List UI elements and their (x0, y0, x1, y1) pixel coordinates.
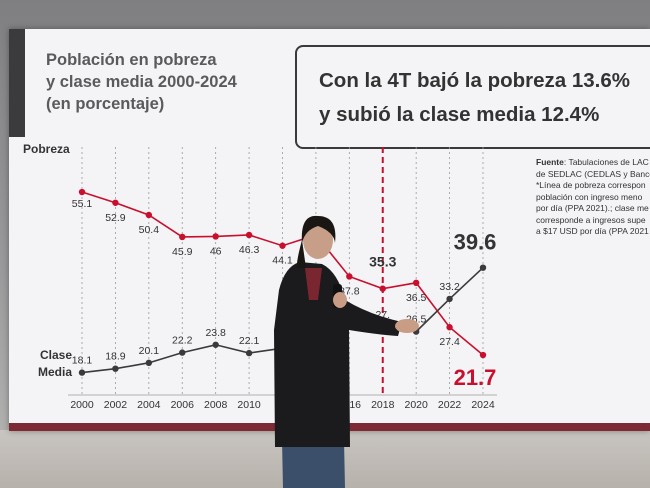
series-0-data-label-10: 36.5 (406, 292, 427, 304)
series-0-point-0 (78, 188, 86, 196)
series-0-point-12 (479, 351, 487, 359)
series-0-data-label-6: 44.1 (272, 255, 293, 267)
series-1-point-2 (145, 359, 153, 367)
x-tick-label-5: 2010 (237, 399, 261, 411)
source-line-3: *Línea de pobreza correspon (536, 180, 646, 190)
series-0-point-10 (412, 279, 420, 287)
source-line-4: población con ingreso meno (536, 191, 643, 202)
series-1-data-label-5: 22.1 (239, 335, 260, 347)
series-0-data-label-9: 35.3 (369, 254, 396, 270)
series-1-data-label-3: 22.2 (172, 335, 193, 347)
series-0-data-label-4: 46 (210, 245, 222, 257)
screen-bottom-bar (9, 423, 650, 431)
series-1-point-5 (245, 349, 253, 357)
series-0-data-label-12: 21.7 (454, 365, 497, 390)
series-1-point-4 (212, 341, 219, 348)
series-1-data-label-10: 26.5 (406, 314, 427, 326)
chart-title-line-1: Población en pobreza (46, 51, 217, 69)
line-chart: 2000 2002 2004 2006 2008 2010 2 2016 2018 2020 202… (23, 142, 497, 411)
x-tick-label-10: 2020 (404, 399, 428, 411)
source-line-1: Fuente: Tabulaciones de LAC (536, 157, 649, 167)
x-tick-label-12: 2024 (471, 399, 495, 411)
source-note: Fuente: Tabulaciones de LAC de SEDLAC (C… (536, 157, 650, 238)
series-1-data-label-11: 33.2 (439, 281, 460, 293)
series-0-data-label-1: 52.9 (105, 212, 126, 224)
series-1-data-label-1: 18.9 (105, 351, 126, 363)
series-1-point-8 (346, 322, 353, 329)
series-0-point-2 (145, 211, 153, 219)
series-1-point-0 (78, 369, 86, 376)
series-0-data-label-11: 27.4 (439, 336, 460, 348)
series-1-point-10 (412, 328, 420, 335)
chart-title-line-3: (en porcentaje) (46, 95, 165, 113)
headline-line-1: Con la 4T bajó la pobreza 13.6% (319, 69, 631, 92)
series-1-data-label-6: 23 (277, 330, 289, 342)
series-1-point-3 (179, 349, 186, 356)
series-1-point-9 (379, 324, 386, 331)
source-line-6: corresponde a ingresos supe (536, 214, 646, 225)
series-1-point-7 (312, 330, 320, 338)
chart-title-line-2: y clase media 2000-2024 (46, 73, 237, 91)
source-label: Fuente (536, 157, 564, 167)
source-line-2: de SEDLAC (CEDLAS y Banco (536, 168, 650, 179)
series-1-data-label-2: 20.1 (139, 345, 160, 357)
series-0-point-9 (379, 285, 386, 292)
x-tick-label-2: 2004 (137, 399, 161, 411)
series-0-data-label-8: 37.8 (339, 285, 360, 297)
series-0-data-label-2: 50.4 (139, 224, 160, 236)
series-1-point-1 (112, 365, 119, 372)
series-0-point-6 (279, 242, 286, 249)
x-tick-label-4: 2008 (204, 399, 228, 411)
series-0-data-label-3: 45.9 (172, 246, 193, 258)
series-0-point-3 (179, 233, 186, 241)
screen-edge (9, 29, 25, 137)
x-tick-label-1: 2002 (104, 399, 128, 411)
series-0-point-11 (446, 324, 453, 331)
series-1-point-12 (479, 264, 487, 271)
series-0-data-label-0: 55.1 (72, 198, 93, 210)
series-0-data-label-5: 46.3 (239, 244, 260, 256)
series-0-point-1 (112, 199, 119, 206)
series-1-data-label-0: 18.1 (72, 355, 93, 367)
series-1-point-11 (446, 295, 453, 303)
series-1-data-label-9: 27. (375, 309, 390, 321)
x-tick-label-0: 2000 (70, 399, 94, 411)
source-line-1-text: Tabulaciones de LAC (568, 157, 649, 167)
x-tick-label-9: 2018 (371, 399, 395, 411)
x-tick-label-8: 2016 (338, 399, 362, 411)
chart-title: Población en pobreza y clase media 2000-… (46, 49, 296, 115)
source-line-5: por día (PPA 2021).; clase me (536, 203, 649, 213)
series-1-data-label-4: 23.8 (205, 327, 226, 339)
series-1-point-6 (279, 345, 286, 352)
x-tick-label-11: 2022 (438, 399, 462, 411)
presentation-screen: Población en pobreza y clase media 2000-… (9, 29, 650, 431)
series-0-point-8 (346, 273, 353, 280)
series-name-clase-media-line-1: Clase (40, 348, 72, 362)
series-0-point-7 (312, 231, 320, 239)
x-tick-label-3: 2006 (171, 399, 195, 411)
series-name-clase-media-line-2: Media (38, 365, 72, 379)
x-tick-label-6: 2 (280, 399, 286, 411)
source-line-7: a $17 USD por día (PPA 2021 (536, 226, 649, 236)
series-0-point-4 (212, 233, 219, 240)
stage-floor (0, 430, 650, 488)
headline-box: Con la 4T bajó la pobreza 13.6% y subió … (295, 45, 650, 149)
series-name-pobreza: Pobreza (23, 142, 70, 156)
series-1-data-label-12: 39.6 (454, 230, 497, 255)
headline-line-2: y subió la clase media 12.4% (319, 103, 600, 126)
series-0-point-5 (245, 231, 253, 239)
